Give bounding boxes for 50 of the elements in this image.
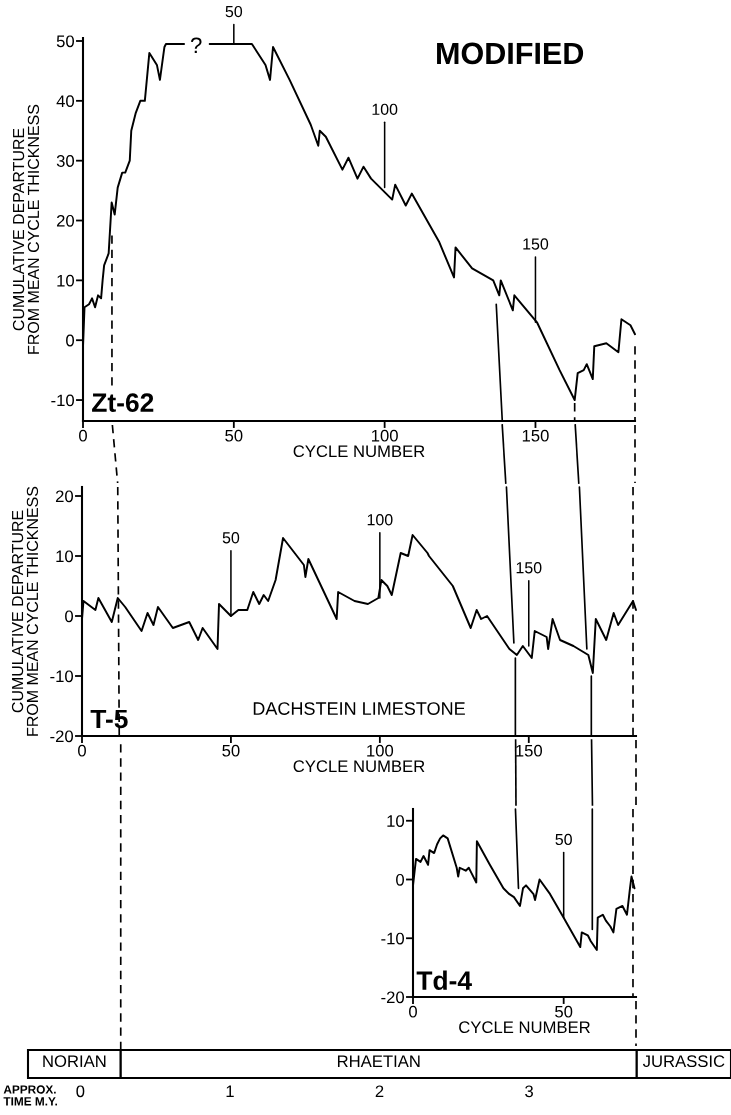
x-axis-title: CYCLE NUMBER	[293, 445, 425, 458]
y-tick-label: 50	[56, 35, 75, 48]
x-tick-label: 2	[375, 1085, 384, 1098]
x-tick-label: 0	[76, 1085, 85, 1098]
series-label: JURASSIC	[642, 1055, 725, 1068]
x-tick-label: 3	[525, 1085, 533, 1098]
x-tick-label: 0	[78, 744, 86, 757]
series-label: NORIAN	[43, 1055, 106, 1068]
x-tick-label: 50	[225, 429, 243, 442]
x-tick-label: 150	[522, 429, 549, 442]
annotation: 100	[367, 514, 393, 526]
text: Td-4	[416, 970, 472, 990]
annotation: MODIFIED	[437, 42, 584, 65]
y-tick-label: -20	[50, 730, 74, 743]
series-label: RHAETIAN	[337, 1055, 420, 1067]
annotation: 50	[225, 5, 243, 18]
annotation: 100	[372, 103, 398, 116]
annotation: 150	[516, 562, 542, 574]
y-tick-label: 20	[56, 214, 75, 227]
y-tick-label: 30	[56, 155, 75, 167]
annotation: 50	[222, 532, 240, 544]
x-tick-label: 100	[372, 429, 398, 442]
x-tick-label: 150	[516, 744, 543, 757]
y-axis-title: CUMULATIVE DEPARTURE FROM MEAN CYCLE THICKNESS	[11, 486, 39, 736]
y-tick-label: 10	[387, 815, 405, 827]
y-tick-label: 0	[66, 334, 75, 347]
y-tick-label: 10	[56, 550, 74, 563]
y-tick-label: -10	[51, 394, 75, 407]
annotation: 150	[523, 238, 549, 250]
y-tick-label: 20	[55, 490, 74, 503]
annotation: 50	[555, 833, 572, 846]
y-tick-label: 10	[57, 274, 75, 287]
annotation: ?	[190, 37, 202, 53]
x-axis-title: CYCLE NUMBER	[459, 1021, 590, 1034]
y-tick-label: -10	[381, 932, 405, 945]
y-tick-label: 0	[396, 873, 405, 886]
y-tick-label: -20	[381, 991, 405, 1004]
x-axis-title: CYCLE NUMBER	[293, 760, 425, 773]
y-tick-label: -10	[50, 670, 74, 683]
y-tick-label: 0	[65, 610, 74, 623]
y-axis-title: CUMULATIVE DEPARTURE FROM MEAN CYCLE THICKNESS	[12, 104, 40, 354]
x-tick-label: 50	[222, 744, 240, 757]
x-tick-label: 0	[79, 429, 87, 442]
y-tick-label: 40	[56, 95, 75, 108]
text: T-5	[90, 709, 128, 729]
text: Zt-62	[92, 393, 154, 412]
x-tick-label: 1	[226, 1085, 234, 1098]
annotation: DACHSTEIN LIMESTONE	[253, 702, 465, 715]
x-axis-title: APPROX. TIME M.Y.	[3, 1085, 58, 1106]
x-tick-label: 100	[367, 744, 394, 757]
